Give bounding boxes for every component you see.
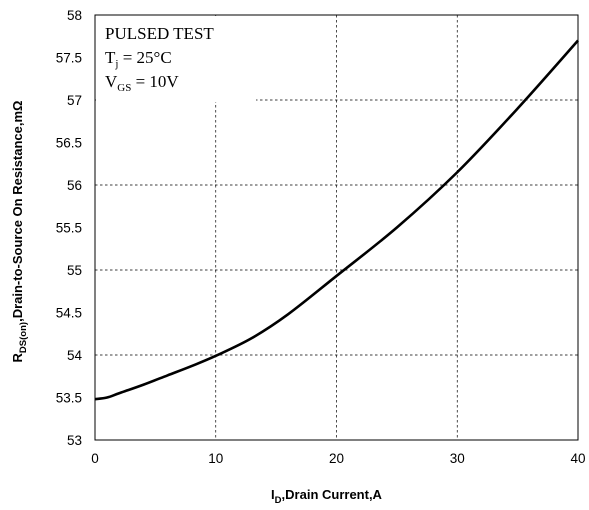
x-tick-label: 10 <box>208 451 223 466</box>
y-tick-label: 56 <box>67 178 82 193</box>
x-tick-label: 0 <box>91 451 99 466</box>
y-tick-label: 53 <box>67 433 82 448</box>
y-tick-labels: 53 53.5 54 54.5 55 55.5 56 56.5 57 57.5 58 <box>56 8 83 448</box>
y-tick-label: 55.5 <box>56 221 82 236</box>
x-tick-label: 40 <box>570 451 585 466</box>
x-tick-labels: 0 10 20 30 40 <box>91 451 585 466</box>
y-tick-label: 53.5 <box>56 391 82 406</box>
y-tick-label: 58 <box>67 8 82 23</box>
x-tick-label: 20 <box>329 451 344 466</box>
y-tick-label: 56.5 <box>56 136 82 151</box>
annotation-pulsed-test: PULSED TEST <box>105 24 214 43</box>
annotation-junction-temp: Tj = 25°C <box>105 48 172 70</box>
y-tick-label: 55 <box>67 263 82 278</box>
annotation-gate-voltage: VGS = 10V <box>105 72 179 94</box>
y-axis-label: RDS(on),Drain-to-Source On Resistance,mΩ <box>10 101 29 363</box>
plot-frame <box>94 14 579 441</box>
x-tick-label: 30 <box>450 451 465 466</box>
y-tick-label: 54 <box>67 348 83 363</box>
series-line <box>94 39 579 401</box>
annotation-box <box>96 16 256 102</box>
x-axis-label: ID,Drain Current,A <box>271 487 383 506</box>
y-tick-label: 54.5 <box>56 306 82 321</box>
y-tick-label: 57.5 <box>56 51 82 66</box>
y-tick-label: 57 <box>67 93 82 108</box>
